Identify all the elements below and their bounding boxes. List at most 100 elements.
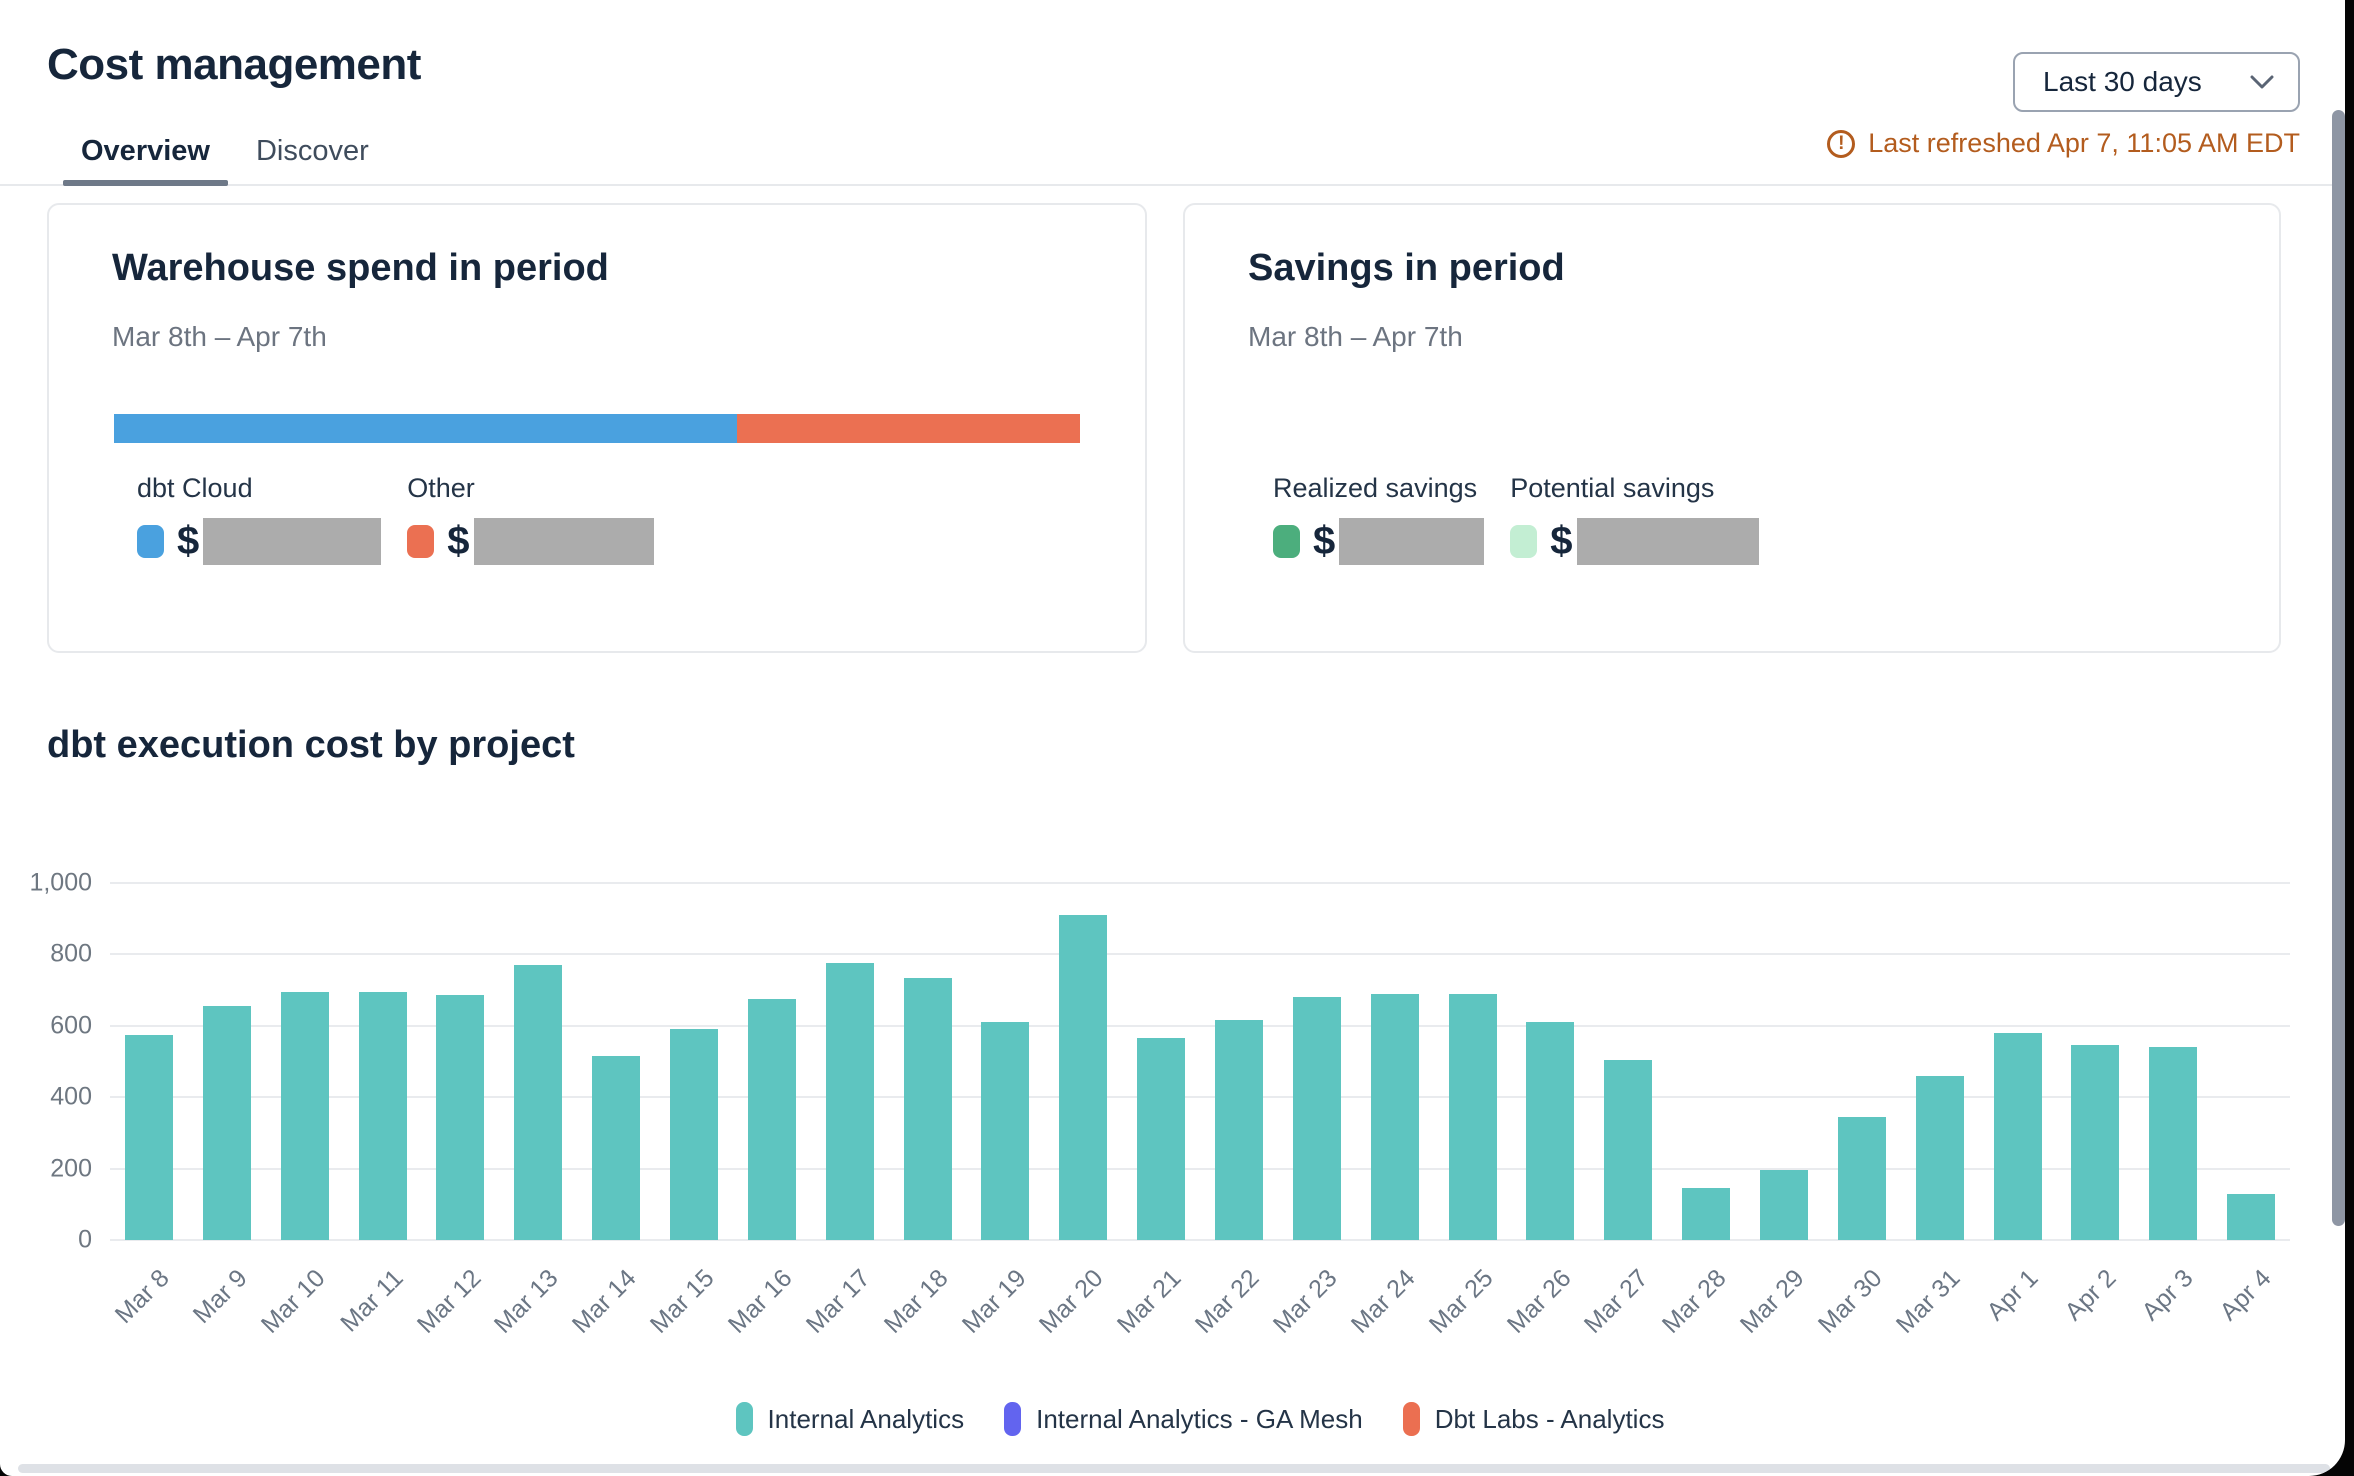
warehouse-card-period: Mar 8th – Apr 7th: [112, 321, 327, 352]
x-tick-label: Mar 30: [1812, 1264, 1888, 1339]
x-tick-label: Mar 13: [489, 1264, 565, 1339]
horizontal-scrollbar-thumb[interactable]: [18, 1464, 2330, 1473]
bar-slot: [266, 883, 344, 1240]
currency-symbol: $: [1550, 519, 1573, 563]
bar-apr-1[interactable]: [1993, 1032, 2042, 1240]
bar-mar-17[interactable]: [825, 963, 874, 1240]
savings-card: Savings in period Mar 8th – Apr 7th Real…: [1183, 203, 2281, 653]
redacted-value-box: [473, 518, 654, 565]
bar-mar-20[interactable]: [1059, 915, 1108, 1240]
gridline-400: [110, 1096, 2290, 1099]
bar-mar-19[interactable]: [981, 1022, 1030, 1240]
x-tick-label: Apr 2: [2059, 1264, 2122, 1327]
legend-value-row: $: [137, 518, 382, 565]
bar-mar-26[interactable]: [1526, 1022, 1575, 1240]
bar-slot: [966, 883, 1044, 1240]
series-label: Internal Analytics: [767, 1403, 965, 1434]
vertical-scrollbar-thumb[interactable]: [2332, 110, 2345, 1226]
tab-bar: Overview Discover: [0, 119, 2345, 186]
other-color-swatch: [407, 525, 435, 558]
y-tick-label: 0: [78, 1225, 92, 1254]
bar-mar-9[interactable]: [202, 1006, 251, 1240]
period-dropdown[interactable]: Last 30 days: [2013, 52, 2300, 112]
bar-apr-3[interactable]: [2149, 1047, 2198, 1240]
warehouse-spend-stacked-bar[interactable]: [114, 414, 1080, 443]
tab-overview[interactable]: Overview: [63, 119, 228, 186]
bar-mar-28[interactable]: [1682, 1188, 1731, 1240]
realized-savings-color-swatch: [1273, 525, 1300, 558]
currency-symbol: $: [1313, 519, 1336, 563]
legend-label: Other: [407, 473, 475, 503]
stacked-bar-dbt-cloud-segment[interactable]: [114, 414, 738, 443]
bar-slot: [110, 883, 188, 1240]
bar-apr-4[interactable]: [2227, 1193, 2276, 1240]
bar-mar-27[interactable]: [1604, 1059, 1653, 1240]
bar-mar-31[interactable]: [1915, 1075, 1964, 1240]
bar-mar-10[interactable]: [280, 991, 329, 1240]
bar-slot: [1122, 883, 1200, 1240]
bar-slot: [1979, 883, 2057, 1240]
x-tick-label: Mar 20: [1034, 1264, 1110, 1339]
chart-legend-item-internal-analytics-ga-mesh[interactable]: Internal Analytics - GA Mesh: [1004, 1402, 1363, 1436]
bar-mar-24[interactable]: [1370, 993, 1419, 1240]
x-tick-label: Mar 9: [187, 1264, 253, 1329]
tab-discover[interactable]: Discover: [255, 135, 369, 167]
legend-value-row: $: [407, 518, 654, 565]
chart-legend-item-dbt-labs-analytics[interactable]: Dbt Labs - Analytics: [1402, 1402, 1664, 1436]
bar-slot: [2056, 883, 2134, 1240]
bar-mar-15[interactable]: [669, 1029, 718, 1240]
bar-slot: [1200, 883, 1278, 1240]
bar-slot: [655, 883, 733, 1240]
x-tick-label: Mar 11: [334, 1264, 409, 1338]
bar-mar-14[interactable]: [592, 1056, 641, 1240]
bar-slot: [421, 883, 499, 1240]
bar-mar-29[interactable]: [1759, 1170, 1808, 1240]
x-tick-label: Apr 3: [2136, 1264, 2200, 1327]
y-tick-label: 800: [50, 939, 92, 968]
warehouse-card-legend: dbt Cloud $ Other $: [137, 473, 654, 565]
redacted-value-box: [1339, 518, 1485, 565]
y-axis: 0 200 400 600 800 1,000: [0, 869, 92, 1254]
x-tick-label: Mar 18: [878, 1264, 954, 1339]
legend-value-row: $: [1510, 518, 1759, 565]
bar-mar-25[interactable]: [1448, 993, 1497, 1240]
y-tick-label: 600: [50, 1011, 92, 1040]
x-tick-label: Mar 31: [1890, 1264, 1966, 1339]
bar-slot: [1278, 883, 1356, 1240]
bar-slot: [733, 883, 811, 1240]
gridline-1000: [110, 882, 2290, 884]
gridline-600: [110, 1024, 2290, 1027]
bar-slot: [1823, 883, 1901, 1240]
bar-mar-13[interactable]: [514, 965, 563, 1240]
bar-mar-16[interactable]: [747, 999, 796, 1240]
bar-mar-18[interactable]: [903, 977, 952, 1240]
bar-slot: [1901, 883, 1979, 1240]
gridline-0: [110, 1239, 2290, 1241]
x-tick-label: Mar 26: [1501, 1264, 1577, 1339]
chevron-down-icon: [2250, 75, 2274, 89]
x-tick-label: Mar 23: [1267, 1264, 1343, 1339]
currency-symbol: $: [177, 519, 200, 563]
bars-container: [110, 883, 2290, 1240]
bar-slot: [1589, 883, 1667, 1240]
legend-item-potential-savings: Potential savings $: [1510, 473, 1759, 565]
x-tick-label: Apr 4: [2214, 1264, 2277, 1327]
bar-mar-11[interactable]: [358, 991, 407, 1240]
y-tick-label: 1,000: [29, 868, 92, 897]
bar-apr-2[interactable]: [2071, 1045, 2120, 1240]
x-tick-label: Mar 29: [1734, 1264, 1810, 1339]
chart-legend-item-internal-analytics[interactable]: Internal Analytics: [735, 1402, 965, 1436]
period-dropdown-value: Last 30 days: [2043, 66, 2202, 97]
bar-mar-21[interactable]: [1137, 1038, 1186, 1240]
savings-card-title: Savings in period: [1248, 247, 1565, 289]
bar-slot: [188, 883, 266, 1240]
chart-section-title: dbt execution cost by project: [47, 724, 575, 766]
bar-mar-8[interactable]: [124, 1034, 173, 1240]
stacked-bar-other-segment[interactable]: [737, 414, 1080, 443]
bar-mar-23[interactable]: [1292, 997, 1341, 1240]
bar-mar-22[interactable]: [1214, 1020, 1263, 1240]
bar-slot: [2212, 883, 2290, 1240]
bar-mar-30[interactable]: [1837, 1116, 1886, 1240]
dbt-cloud-color-swatch: [137, 525, 164, 558]
bar-mar-12[interactable]: [436, 995, 485, 1240]
